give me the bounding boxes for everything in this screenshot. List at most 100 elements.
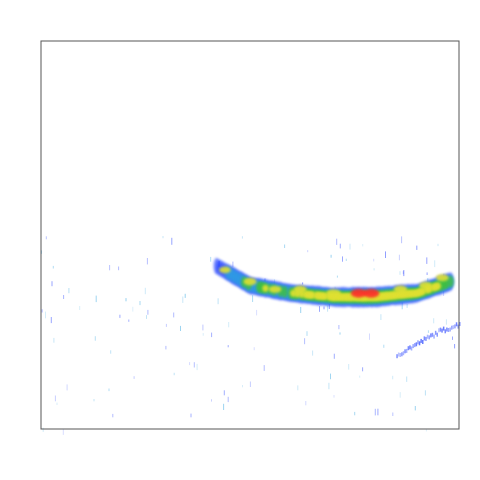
noise-speck (426, 272, 428, 275)
hotspot (268, 285, 282, 293)
noise-speck (54, 395, 56, 402)
noise-speck (300, 306, 302, 313)
secondary-trace-mark (446, 327, 448, 332)
noise-speck (339, 243, 341, 249)
noise-speck (330, 254, 332, 258)
noise-speck (63, 295, 65, 299)
noise-speck (328, 382, 330, 390)
band-cell (447, 275, 454, 288)
noise-speck (128, 319, 130, 322)
noise-speck (56, 402, 58, 405)
noise-speck (108, 388, 110, 392)
noise-speck (147, 309, 149, 315)
noise-speck (165, 345, 167, 350)
noise-speck (133, 376, 135, 379)
noise-speck (223, 403, 225, 410)
noise-speck (374, 408, 376, 416)
secondary-trace-mark (407, 346, 410, 351)
noise-speck (171, 237, 173, 245)
noise-speck (146, 315, 147, 319)
secondary-trace-mark (455, 322, 458, 327)
noise-speck (354, 411, 356, 416)
noise-speck (399, 392, 401, 398)
secondary-trace-mark (402, 351, 405, 356)
noise-speck (414, 406, 416, 411)
noise-speck (189, 362, 191, 366)
noise-speck (51, 281, 53, 287)
secondary-trace-mark (399, 353, 401, 357)
noise-speck (52, 265, 54, 269)
noise-speck (42, 427, 44, 432)
noise-speck (426, 257, 428, 264)
secondary-trace-mark (422, 340, 424, 344)
noise-speck (327, 305, 329, 312)
secondary-trace-mark (410, 346, 413, 351)
secondary-trace-mark (430, 333, 432, 338)
noise-speck (305, 401, 307, 406)
noise-speck (380, 314, 382, 320)
noise-speck (443, 291, 445, 296)
noise-speck (373, 268, 375, 271)
noise-speck (349, 243, 351, 250)
noise-speck (242, 385, 243, 388)
noise-speck (249, 381, 251, 387)
secondary-trace-mark (434, 330, 437, 335)
noise-speck (373, 258, 375, 262)
secondary-trace-mark (404, 349, 406, 354)
noise-speck (241, 236, 243, 239)
noise-speck (333, 395, 335, 398)
noise-speck (427, 330, 429, 333)
noise-speck (165, 323, 167, 327)
noise-speck (110, 350, 112, 354)
secondary-trace-mark (452, 325, 455, 330)
noise-speck (398, 254, 400, 261)
noise-speck (359, 375, 361, 378)
secondary-trace-mark (417, 340, 419, 345)
noise-speck (307, 250, 309, 253)
noise-speck (252, 295, 254, 302)
noise-speck (184, 293, 186, 298)
noise-speck (196, 363, 198, 371)
noise-speck (182, 296, 184, 303)
secondary-trace-mark (454, 324, 456, 329)
noise-speck (202, 333, 204, 336)
heatmap-marks (41, 236, 461, 435)
noise-speck (232, 261, 234, 267)
noise-speck (348, 364, 350, 370)
plot-background (41, 41, 459, 429)
noise-speck (50, 317, 52, 324)
noise-speck (139, 301, 141, 306)
noise-speck (146, 258, 148, 265)
secondary-trace-mark (436, 332, 438, 337)
noise-speck (319, 306, 320, 312)
noise-speck (336, 238, 338, 245)
noise-speck (339, 332, 341, 335)
noise-speck (437, 243, 439, 247)
band-cell (434, 282, 442, 290)
secondary-trace-mark (423, 336, 426, 341)
noise-speck (211, 399, 212, 402)
noise-speck (45, 236, 47, 240)
noise-speck (144, 287, 146, 295)
noise-speck (445, 319, 447, 325)
noise-speck (227, 396, 229, 403)
noise-speck (227, 345, 229, 348)
secondary-trace-mark (457, 324, 459, 329)
secondary-trace-mark (415, 342, 418, 347)
secondary-trace-mark (396, 354, 398, 359)
plot-frame (40, 40, 460, 430)
noise-speck (406, 376, 408, 382)
secondary-trace-mark (451, 325, 453, 330)
noise-speck (109, 265, 111, 271)
noise-speck (434, 260, 436, 268)
noise-speck (68, 288, 70, 294)
noise-speck (362, 367, 364, 372)
noise-speck (333, 353, 335, 359)
secondary-trace-mark (428, 335, 430, 340)
noise-speck (193, 362, 195, 368)
noise-speck (132, 306, 134, 312)
noise-speck (210, 256, 212, 262)
noise-speck (66, 384, 68, 391)
hotspot (293, 285, 307, 294)
secondary-trace-mark (441, 328, 443, 333)
